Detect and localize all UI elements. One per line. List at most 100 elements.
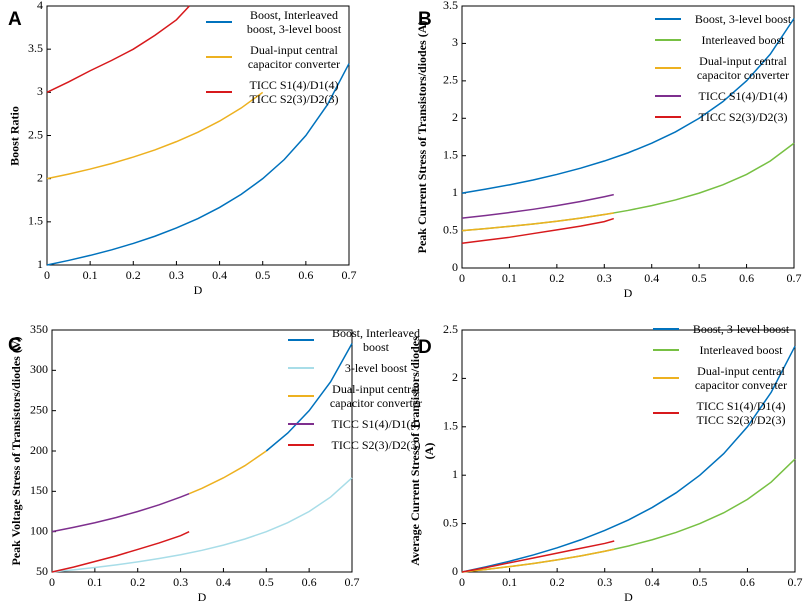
y-tick-label: 2.5 xyxy=(443,322,458,336)
series-line xyxy=(188,450,267,495)
y-tick-label: 100 xyxy=(30,523,48,537)
legend-item: Boost, Interleaved boost, 3-level boost xyxy=(206,8,348,36)
x-tick-label: 0.6 xyxy=(740,575,755,589)
x-tick-label: 0.6 xyxy=(302,575,317,589)
y-tick-label: 1.5 xyxy=(443,419,458,433)
y-tick-label: 2 xyxy=(452,110,458,124)
x-tick-label: 0.1 xyxy=(502,575,517,589)
series-line xyxy=(461,217,614,245)
x-tick-label: 0.2 xyxy=(130,575,145,589)
x-tick-label: 0.5 xyxy=(692,575,707,589)
legend-label: Interleaved boost xyxy=(699,343,783,357)
legend: Boost, 3-level boost Interleaved boost Dua… xyxy=(655,12,797,124)
series-line xyxy=(461,212,614,232)
y-tick-label: 50 xyxy=(36,564,48,578)
x-tick-label: 0 xyxy=(49,575,55,589)
y-tick-label: 1 xyxy=(452,467,458,481)
y-tick-label: 2 xyxy=(37,170,43,184)
legend-swatch xyxy=(655,95,681,97)
x-tick-label: 0.1 xyxy=(87,575,102,589)
x-tick-label: 0.5 xyxy=(692,271,707,285)
legend: Boost, 3-level boost Interleaved boost Dua… xyxy=(653,322,795,427)
legend-label: Dual-input central capacitor converter xyxy=(696,54,790,82)
legend-item: Interleaved boost xyxy=(653,343,795,357)
y-tick-label: 350 xyxy=(30,322,48,336)
legend-item: Interleaved boost xyxy=(655,33,797,47)
series-line xyxy=(461,345,796,573)
series-line xyxy=(51,477,353,573)
y-tick-label: 300 xyxy=(30,362,48,376)
legend-label: TICC S1(4)/D1(4) TICC S2(3)/D2(3) xyxy=(249,78,339,106)
series-line xyxy=(46,63,350,266)
x-tick-label: 0.2 xyxy=(549,271,564,285)
legend-item: TICC S1(4)/D1(4) xyxy=(655,89,797,103)
series-line xyxy=(461,193,614,219)
legend-swatch xyxy=(288,395,314,397)
legend-item: TICC S1(4)/D1(4) TICC S2(3)/D2(3) xyxy=(206,78,348,106)
y-tick-label: 0.5 xyxy=(443,222,458,236)
series-line xyxy=(265,343,353,452)
y-tick-label: 3.5 xyxy=(443,0,458,12)
legend-swatch xyxy=(288,444,314,446)
legend-swatch xyxy=(653,377,679,379)
legend-label: TICC S1(4)/D1(4) xyxy=(331,417,421,431)
legend-label: Dual-input central capacitor converter xyxy=(247,43,341,71)
series-line xyxy=(461,548,615,573)
legend-label: 3-level boost xyxy=(344,361,408,375)
y-tick-label: 1.5 xyxy=(443,147,458,161)
plot-frame xyxy=(461,329,796,573)
x-axis-label: D xyxy=(624,286,633,300)
x-tick-label: 0.3 xyxy=(597,271,612,285)
legend-label: Boost, Interleaved boost xyxy=(332,326,420,354)
legend-label: TICC S2(3)/D2(3) xyxy=(698,110,788,124)
legend-swatch xyxy=(655,18,681,20)
plot-frame xyxy=(461,5,795,269)
y-tick-label: 3 xyxy=(37,84,43,98)
y-axis-label: Peak Current Stress of Transistors/diode… xyxy=(415,20,429,254)
legend-swatch xyxy=(653,349,679,351)
x-tick-label: 0.4 xyxy=(645,575,660,589)
legend-label: TICC S1(4)/D1(4) TICC S2(3)/D2(3) xyxy=(696,399,786,427)
series-line xyxy=(461,540,615,573)
x-tick-label: 0.5 xyxy=(259,575,274,589)
series-line xyxy=(51,492,190,533)
y-tick-label: 2.5 xyxy=(443,73,458,87)
series-line xyxy=(461,458,796,573)
panel-label: B xyxy=(418,9,432,30)
y-tick-label: 0.5 xyxy=(443,515,458,529)
y-tick-label: 3.5 xyxy=(28,41,43,55)
legend-label: Dual-input central capacitor converter xyxy=(329,382,423,410)
legend-label: Boost, Interleaved boost, 3-level boost xyxy=(246,8,342,36)
legend-item: TICC S2(3)/D2(3) xyxy=(288,438,430,452)
series-line xyxy=(51,530,190,573)
y-axis-label: Peak Voltage Stress of Transistors/diode… xyxy=(9,336,23,566)
x-tick-label: 0.5 xyxy=(255,268,270,282)
x-tick-label: 0.2 xyxy=(550,575,565,589)
y-tick-label: 0 xyxy=(452,260,458,274)
legend-item: Dual-input central capacitor converter xyxy=(288,382,430,410)
x-tick-label: 0.6 xyxy=(298,268,313,282)
legend-item: Boost, 3-level boost xyxy=(655,12,797,26)
y-tick-label: 2.5 xyxy=(28,127,43,141)
y-tick-label: 200 xyxy=(30,443,48,457)
y-axis-label: Average Current Stress of Transistors/di… xyxy=(408,336,436,566)
legend-swatch xyxy=(655,39,681,41)
legend-swatch xyxy=(206,91,232,93)
series-line xyxy=(461,142,795,232)
legend-swatch xyxy=(653,328,679,330)
y-tick-label: 2 xyxy=(452,370,458,384)
legend-swatch xyxy=(206,21,232,23)
legend-item: Boost, 3-level boost xyxy=(653,322,795,336)
x-tick-label: 0.3 xyxy=(169,268,184,282)
legend-item: Dual-input central capacitor converter xyxy=(655,54,797,82)
x-tick-label: 0.1 xyxy=(83,268,98,282)
series-line xyxy=(46,91,264,180)
x-axis-label: D xyxy=(198,590,207,603)
x-tick-label: 0 xyxy=(459,575,465,589)
legend-swatch xyxy=(288,367,314,369)
panel-label: D xyxy=(418,337,432,358)
legend-item: TICC S1(4)/D1(4) TICC S2(3)/D2(3) xyxy=(653,399,795,427)
series-line xyxy=(46,5,190,94)
